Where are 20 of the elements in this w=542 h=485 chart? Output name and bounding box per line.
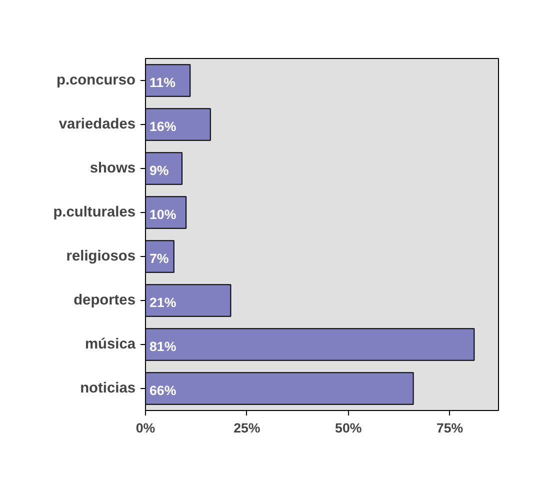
y-tick-label: variedades — [58, 116, 136, 132]
y-tick-label: religiosos — [66, 248, 136, 264]
x-tick-label: 0% — [136, 420, 156, 436]
y-tick-label: noticias — [80, 380, 136, 396]
y-tick-label: música — [84, 336, 136, 352]
data-label: 9% — [150, 163, 169, 178]
x-tick-label: 75% — [436, 420, 464, 436]
data-label: 21% — [150, 295, 176, 310]
y-tick-label: deportes — [74, 292, 136, 308]
x-tick-label: 50% — [335, 420, 362, 436]
y-tick-label: p.culturales — [53, 204, 136, 220]
data-label: 7% — [150, 251, 169, 266]
data-label: 11% — [150, 75, 176, 90]
data-label: 10% — [150, 207, 176, 222]
y-tick-label: p.concurso — [56, 72, 136, 88]
data-label: 81% — [150, 339, 176, 354]
x-tick-label: 25% — [234, 420, 260, 436]
data-label: 66% — [150, 383, 176, 398]
data-label: 16% — [150, 119, 176, 134]
y-tick-label: shows — [90, 160, 136, 176]
